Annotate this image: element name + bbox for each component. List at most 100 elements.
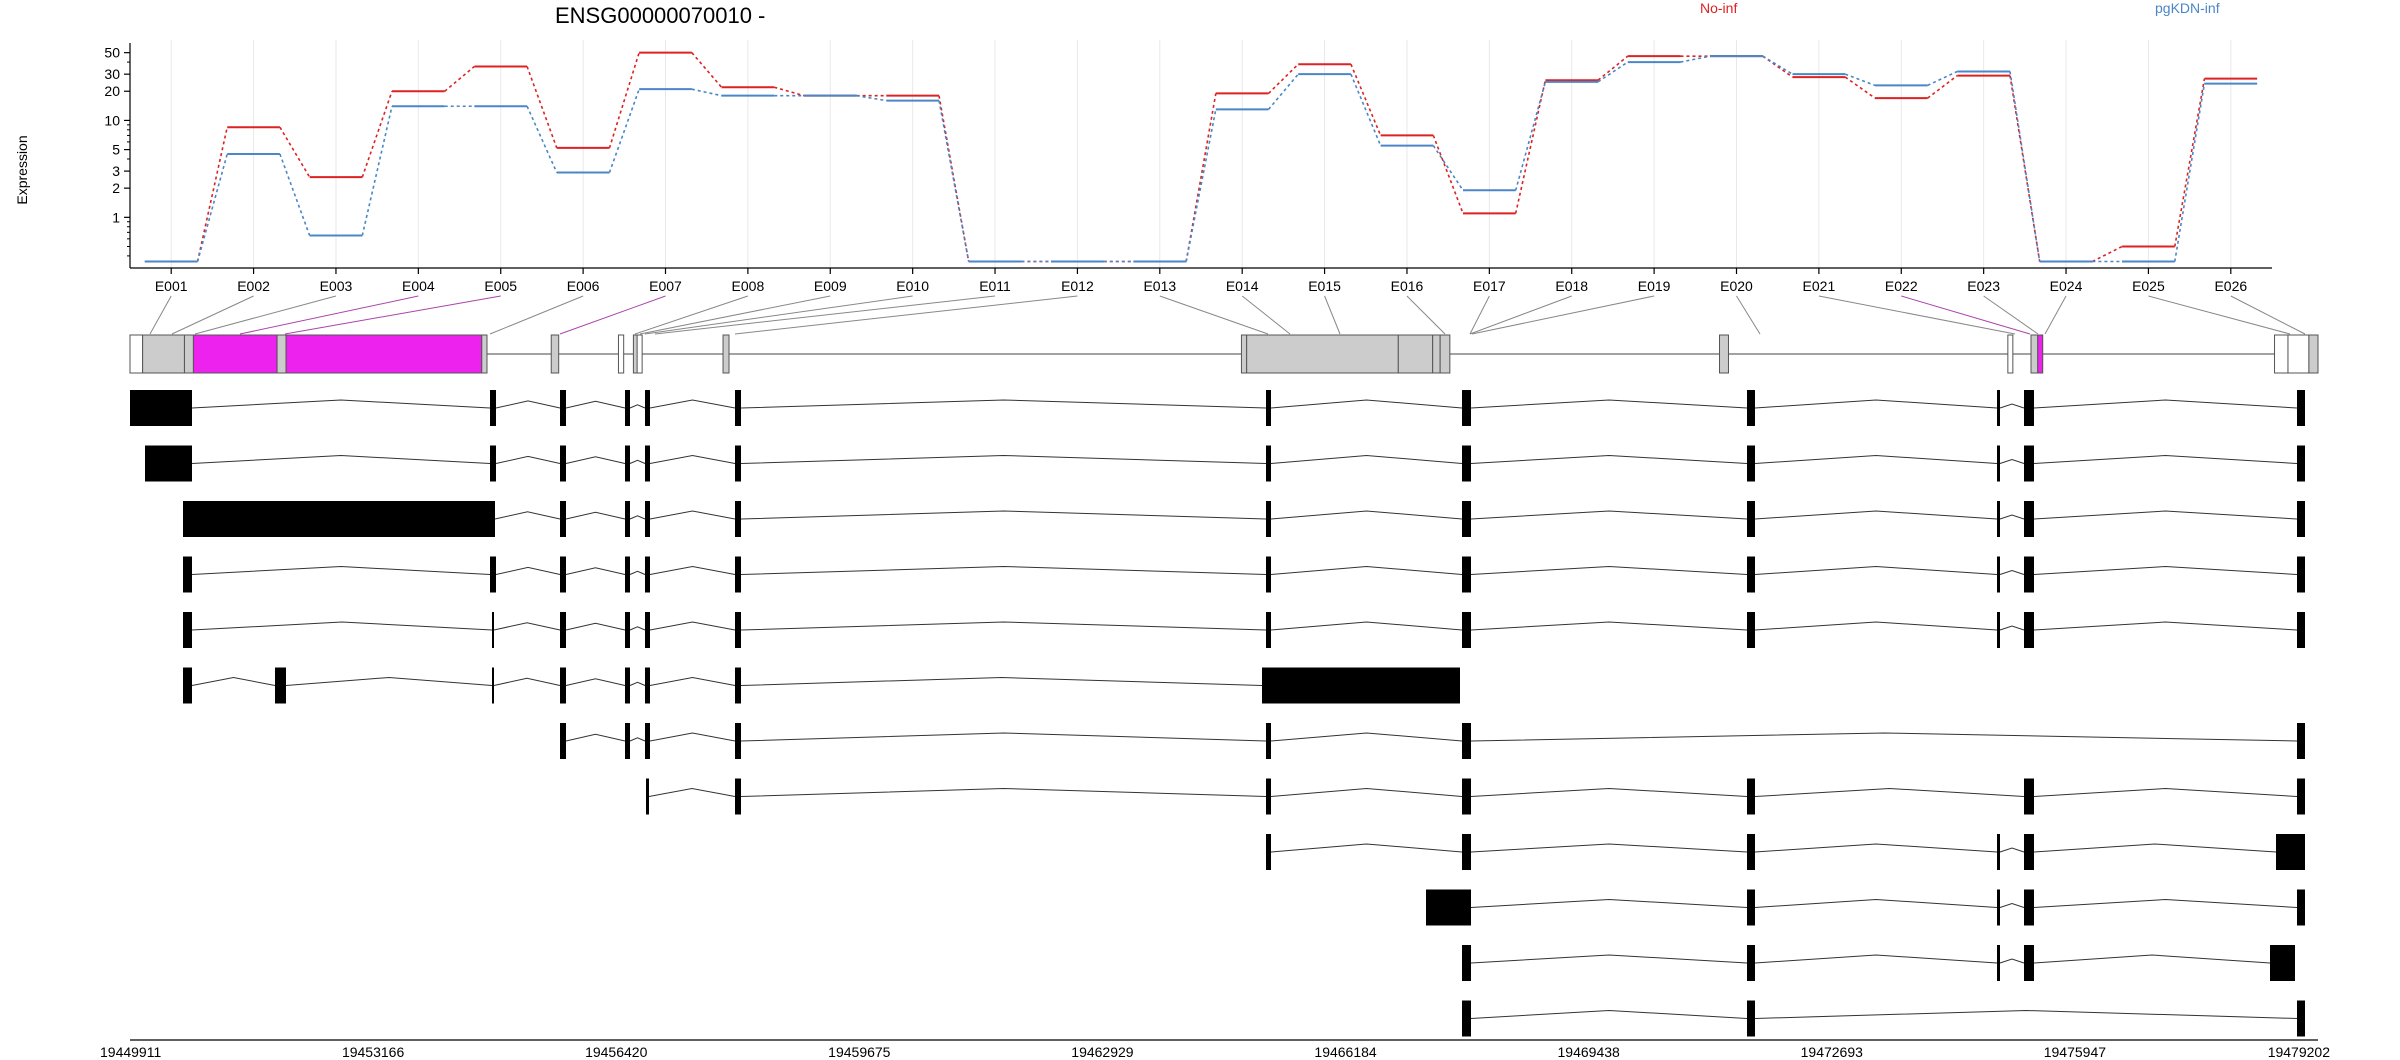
intron [1470, 954, 1748, 964]
intron [191, 399, 491, 409]
exon-block [1747, 1000, 1755, 1037]
exon-block [2024, 834, 2034, 870]
exon-block [560, 445, 566, 482]
intron [2033, 843, 2277, 853]
exon-block [2024, 945, 2034, 981]
intron [1999, 625, 2025, 631]
exon-bin [2287, 334, 2310, 374]
exon-bin [481, 334, 488, 374]
transcript-row [130, 390, 2305, 426]
intron [1470, 843, 1748, 853]
series-connector [608, 52, 640, 149]
transcript-row [183, 612, 2305, 648]
y-tick-label: 5 [112, 142, 120, 158]
series-connector [1514, 81, 1547, 191]
intron [1270, 399, 1463, 409]
exon-block [2297, 778, 2305, 815]
exon-block [645, 667, 650, 704]
intron [629, 570, 646, 575]
y-tick-label: 20 [104, 83, 120, 99]
intron [565, 733, 626, 742]
intron [649, 621, 736, 631]
intron [1270, 787, 1463, 797]
series-connector [2009, 75, 2041, 262]
exon-bin [192, 334, 278, 374]
exon-block [735, 390, 741, 426]
x-tick-label: E003 [320, 278, 353, 294]
exon-block [735, 501, 741, 537]
exon-bin [276, 334, 287, 374]
intron [1754, 787, 2025, 797]
intron [740, 732, 1267, 742]
intron [649, 565, 736, 575]
intron [740, 787, 1267, 797]
intron [494, 511, 561, 520]
exon-connector [1471, 295, 1655, 335]
series-connector [1185, 93, 1217, 262]
series-connector [196, 153, 228, 262]
series-connector [2173, 78, 2206, 247]
exon-block [2024, 556, 2034, 593]
x-tick-label: E010 [896, 278, 929, 294]
exon-block [2297, 556, 2305, 593]
intron [740, 454, 1267, 464]
x-tick-label: E014 [1226, 278, 1259, 294]
exon-block [1747, 556, 1755, 593]
intron [2033, 787, 2298, 797]
x-tick-label: E017 [1473, 278, 1506, 294]
x-tick-label: E011 [979, 278, 1011, 294]
series-connector [279, 126, 311, 178]
exon-bin [1397, 334, 1434, 374]
exon-bin [722, 334, 730, 374]
exon-connector [2230, 295, 2306, 335]
intron [2033, 954, 2271, 964]
series-connector [1432, 135, 1464, 214]
exon-block [625, 612, 630, 648]
coord-tick-label: 19472693 [1801, 1044, 1864, 1060]
exon-block [1266, 445, 1271, 482]
intron [1270, 510, 1463, 520]
exon-connector [284, 295, 501, 335]
exon-block [1462, 834, 1471, 870]
series-pgkdn-inf [144, 55, 2258, 263]
exon-connector [1469, 295, 1572, 335]
transcript-row [183, 501, 2305, 537]
exon-block [645, 390, 650, 426]
exon-block [625, 501, 630, 537]
x-tick-label: E026 [2214, 278, 2247, 294]
intron [2033, 898, 2298, 908]
exon-block [735, 723, 741, 759]
genomic-coordinate-axis: 19449911 19453166 19456420 19459675 19462929… [100, 1039, 2330, 1060]
intron [2033, 510, 2298, 520]
series-connector [1762, 55, 1793, 75]
exon-block [1426, 889, 1471, 926]
coord-tick-label: 19469438 [1558, 1044, 1621, 1060]
intron [1754, 843, 1998, 853]
x-tick-label: E022 [1885, 278, 1918, 294]
intron [1999, 459, 2025, 464]
series-connector [1267, 73, 1299, 110]
intron [565, 567, 626, 575]
legend-entry: pgKDN-inf [2155, 0, 2220, 16]
exon-block [2297, 612, 2305, 648]
exon-bin [183, 334, 194, 374]
series-connector [2009, 71, 2041, 262]
exon-block [735, 556, 741, 593]
exon-block [183, 612, 192, 648]
intron [740, 399, 1267, 409]
exon-block [2024, 390, 2034, 426]
series-connector [1432, 145, 1464, 191]
intron [285, 676, 493, 686]
intron [2033, 399, 2298, 409]
intron [740, 621, 1267, 631]
exon-connector [194, 295, 337, 335]
grid [170, 40, 2232, 268]
exon-block [645, 612, 650, 648]
series-connector [444, 65, 475, 92]
exon-connector [1241, 295, 1291, 335]
y-tick-label: 2 [112, 180, 120, 196]
exon-block [1262, 667, 1460, 704]
exon-block [1462, 612, 1471, 648]
legend: No-inf pgKDN-inf [1700, 0, 2220, 16]
exon-block [1266, 390, 1271, 426]
